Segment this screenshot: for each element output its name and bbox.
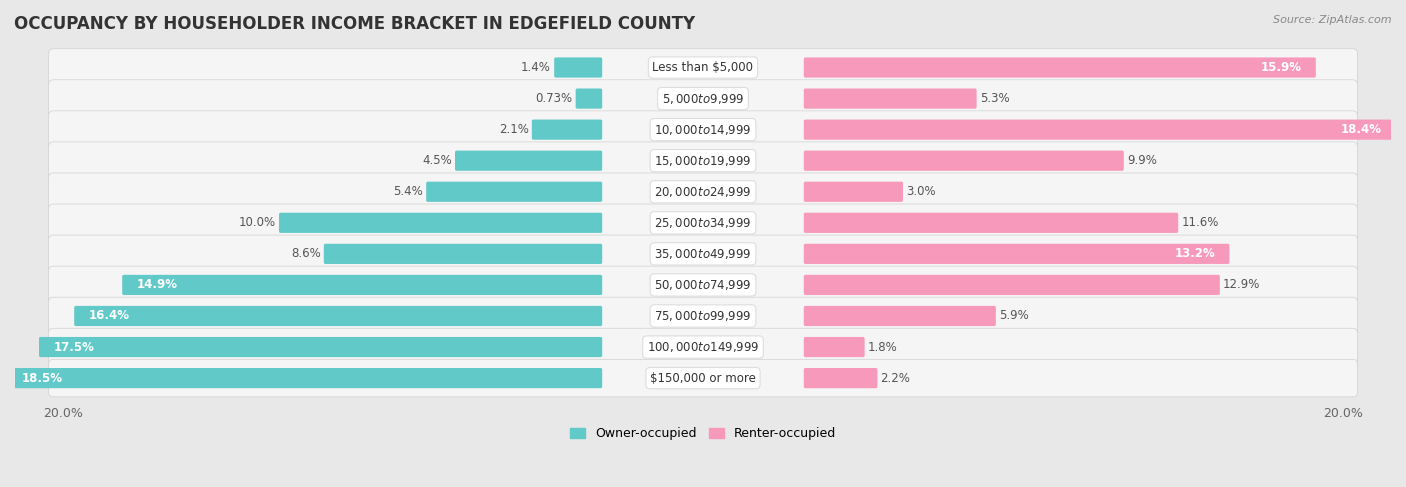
FancyBboxPatch shape	[49, 297, 1357, 335]
FancyBboxPatch shape	[804, 57, 1316, 77]
FancyBboxPatch shape	[122, 275, 602, 295]
FancyBboxPatch shape	[804, 337, 865, 357]
Text: 17.5%: 17.5%	[53, 340, 94, 354]
Text: $150,000 or more: $150,000 or more	[650, 372, 756, 385]
FancyBboxPatch shape	[7, 368, 602, 388]
Text: $20,000 to $24,999: $20,000 to $24,999	[654, 185, 752, 199]
Text: 18.4%: 18.4%	[1340, 123, 1382, 136]
Text: 18.5%: 18.5%	[21, 372, 62, 385]
Text: 13.2%: 13.2%	[1174, 247, 1215, 261]
FancyBboxPatch shape	[804, 275, 1220, 295]
Text: 9.9%: 9.9%	[1128, 154, 1157, 167]
Text: $25,000 to $34,999: $25,000 to $34,999	[654, 216, 752, 230]
FancyBboxPatch shape	[49, 266, 1357, 304]
FancyBboxPatch shape	[49, 142, 1357, 180]
Text: 12.9%: 12.9%	[1223, 279, 1260, 291]
Text: 16.4%: 16.4%	[89, 309, 129, 322]
Text: $50,000 to $74,999: $50,000 to $74,999	[654, 278, 752, 292]
FancyBboxPatch shape	[49, 111, 1357, 149]
FancyBboxPatch shape	[804, 182, 903, 202]
FancyBboxPatch shape	[49, 204, 1357, 242]
FancyBboxPatch shape	[49, 173, 1357, 210]
Text: $100,000 to $149,999: $100,000 to $149,999	[647, 340, 759, 354]
Text: 0.73%: 0.73%	[536, 92, 572, 105]
Text: $10,000 to $14,999: $10,000 to $14,999	[654, 123, 752, 137]
Text: 14.9%: 14.9%	[136, 279, 177, 291]
Text: 5.9%: 5.9%	[1000, 309, 1029, 322]
FancyBboxPatch shape	[531, 119, 602, 140]
FancyBboxPatch shape	[575, 89, 602, 109]
Text: $5,000 to $9,999: $5,000 to $9,999	[662, 92, 744, 106]
Text: $75,000 to $99,999: $75,000 to $99,999	[654, 309, 752, 323]
FancyBboxPatch shape	[323, 244, 602, 264]
FancyBboxPatch shape	[804, 244, 1229, 264]
FancyBboxPatch shape	[49, 235, 1357, 273]
Text: 2.1%: 2.1%	[499, 123, 529, 136]
FancyBboxPatch shape	[804, 368, 877, 388]
FancyBboxPatch shape	[804, 213, 1178, 233]
Text: 1.8%: 1.8%	[868, 340, 897, 354]
FancyBboxPatch shape	[554, 57, 602, 77]
Text: $35,000 to $49,999: $35,000 to $49,999	[654, 247, 752, 261]
Text: 15.9%: 15.9%	[1260, 61, 1302, 74]
FancyBboxPatch shape	[49, 80, 1357, 117]
Text: 10.0%: 10.0%	[239, 216, 276, 229]
FancyBboxPatch shape	[456, 150, 602, 171]
Text: 4.5%: 4.5%	[422, 154, 451, 167]
Text: 5.3%: 5.3%	[980, 92, 1010, 105]
FancyBboxPatch shape	[804, 150, 1123, 171]
Text: 3.0%: 3.0%	[907, 185, 936, 198]
FancyBboxPatch shape	[804, 306, 995, 326]
Text: $15,000 to $19,999: $15,000 to $19,999	[654, 154, 752, 168]
FancyBboxPatch shape	[278, 213, 602, 233]
FancyBboxPatch shape	[426, 182, 602, 202]
Text: 2.2%: 2.2%	[880, 372, 911, 385]
FancyBboxPatch shape	[804, 119, 1396, 140]
FancyBboxPatch shape	[49, 359, 1357, 397]
Text: Less than $5,000: Less than $5,000	[652, 61, 754, 74]
FancyBboxPatch shape	[39, 337, 602, 357]
Text: 5.4%: 5.4%	[394, 185, 423, 198]
Text: Source: ZipAtlas.com: Source: ZipAtlas.com	[1274, 15, 1392, 25]
Text: 8.6%: 8.6%	[291, 247, 321, 261]
FancyBboxPatch shape	[804, 89, 977, 109]
Text: OCCUPANCY BY HOUSEHOLDER INCOME BRACKET IN EDGEFIELD COUNTY: OCCUPANCY BY HOUSEHOLDER INCOME BRACKET …	[14, 15, 695, 33]
Text: 11.6%: 11.6%	[1181, 216, 1219, 229]
FancyBboxPatch shape	[49, 328, 1357, 366]
Text: 1.4%: 1.4%	[522, 61, 551, 74]
Legend: Owner-occupied, Renter-occupied: Owner-occupied, Renter-occupied	[565, 422, 841, 445]
FancyBboxPatch shape	[75, 306, 602, 326]
FancyBboxPatch shape	[49, 49, 1357, 86]
